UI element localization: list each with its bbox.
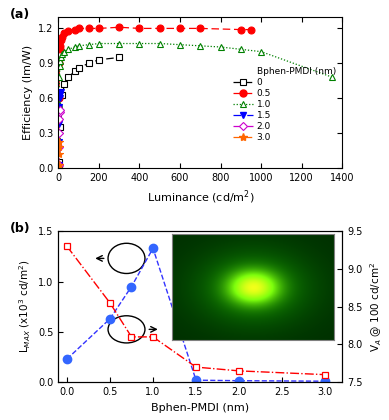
Text: (b): (b) <box>10 222 31 235</box>
0 <box>62 81 67 87</box>
Line: 1.0: 1.0 <box>55 40 336 169</box>
1.5 <box>57 105 62 110</box>
0.5 <box>249 27 253 32</box>
0.5 <box>86 26 91 31</box>
Y-axis label: L$_{MAX}$ (x10$^3$ cd/m$^2$): L$_{MAX}$ (x10$^3$ cd/m$^2$) <box>17 260 33 353</box>
0.5 <box>57 96 61 101</box>
Legend: Bphen-PMDI (nm), 0, 0.5, 1.0, 1.5, 2.0, 3.0: Bphen-PMDI (nm), 0, 0.5, 1.0, 1.5, 2.0, … <box>231 65 338 144</box>
1.0 <box>96 41 101 46</box>
0.5 <box>66 28 71 33</box>
0.5 <box>198 26 203 31</box>
0 <box>76 66 81 71</box>
2.0 <box>58 107 63 112</box>
0.5 <box>56 163 61 168</box>
0.5 <box>60 34 65 39</box>
1.5 <box>57 121 61 126</box>
0.5 <box>158 26 162 31</box>
3.0 <box>57 140 62 145</box>
1.5 <box>59 90 64 95</box>
3.0 <box>56 163 61 168</box>
1.5 <box>56 140 61 145</box>
0 <box>56 165 61 171</box>
2.0 <box>56 144 61 150</box>
1.0 <box>56 163 61 168</box>
0 <box>72 69 77 74</box>
0 <box>58 125 63 130</box>
Y-axis label: V$_A$ @ 100 cd/cm$^2$: V$_A$ @ 100 cd/cm$^2$ <box>368 262 384 352</box>
Line: 3.0: 3.0 <box>54 138 63 170</box>
1.0 <box>238 47 243 52</box>
1.0 <box>58 63 62 68</box>
Line: 2.0: 2.0 <box>56 107 63 168</box>
2.0 <box>56 163 61 168</box>
0.5 <box>178 26 182 31</box>
1.0 <box>60 51 65 56</box>
0.5 <box>57 61 62 66</box>
3.0 <box>57 144 61 150</box>
0.5 <box>72 27 77 32</box>
1.0 <box>59 55 64 60</box>
1.0 <box>178 42 182 47</box>
1.0 <box>117 41 121 46</box>
2.0 <box>57 116 62 121</box>
0 <box>117 55 121 60</box>
1.0 <box>76 43 81 48</box>
2.0 <box>57 131 61 136</box>
0.5 <box>59 37 64 42</box>
1.5 <box>58 96 62 101</box>
0 <box>60 92 65 97</box>
0 <box>66 75 71 80</box>
X-axis label: Luminance (cd/m$^2$): Luminance (cd/m$^2$) <box>147 188 254 206</box>
3.0 <box>56 151 61 156</box>
Line: 0: 0 <box>56 55 122 171</box>
0.5 <box>76 26 81 31</box>
Line: 0.5: 0.5 <box>55 24 254 169</box>
0.5 <box>137 26 142 31</box>
0.5 <box>58 43 63 48</box>
0.5 <box>117 25 121 30</box>
0.5 <box>62 31 67 36</box>
1.5 <box>58 92 63 97</box>
0.5 <box>58 47 62 52</box>
0 <box>96 57 101 62</box>
1.0 <box>57 75 62 80</box>
1.0 <box>72 45 77 50</box>
Line: 1.5: 1.5 <box>55 89 65 169</box>
X-axis label: Bphen-PMDI (nm): Bphen-PMDI (nm) <box>151 403 249 412</box>
1.0 <box>158 41 162 46</box>
1.0 <box>137 41 142 46</box>
1.5 <box>56 163 61 168</box>
1.0 <box>330 75 335 80</box>
0.5 <box>238 27 243 32</box>
1.0 <box>66 47 71 52</box>
1.0 <box>58 58 63 63</box>
0 <box>86 61 91 66</box>
1.0 <box>218 45 223 50</box>
0 <box>57 160 62 165</box>
1.0 <box>86 42 91 47</box>
1.0 <box>198 43 203 48</box>
1.0 <box>259 49 263 54</box>
0.5 <box>96 26 101 31</box>
Text: (a): (a) <box>10 8 30 21</box>
2.0 <box>58 110 62 115</box>
1.0 <box>62 49 67 54</box>
Y-axis label: Efficiency (lm/W): Efficiency (lm/W) <box>23 45 33 140</box>
1.0 <box>57 101 61 106</box>
